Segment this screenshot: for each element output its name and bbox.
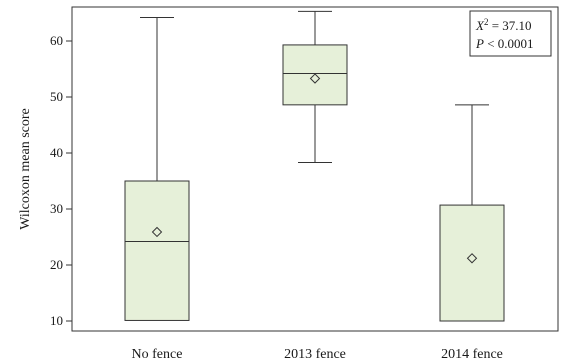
y-tick-label: 30 [50,201,63,216]
statistics-legend-box: X2 = 37.10 P < 0.0001 [469,10,552,57]
chi-square-text: X2 = 37.10 [475,17,532,33]
x-category-label: No fence [132,347,183,362]
y-tick-label: 50 [50,89,63,104]
y-tick-label: 40 [50,145,63,160]
plot-frame [71,6,559,332]
x-axis-labels: No fence 2013 fence 2014 fence [132,347,503,362]
boxes-layer [124,10,505,322]
box-iqr [124,180,190,321]
p-value-text: P < 0.0001 [475,36,534,51]
y-axis-title: Wilcoxon mean score [18,108,33,230]
y-tick-label: 60 [50,33,63,48]
mean-marker [309,73,321,84]
mean-marker [151,226,163,238]
x-category-label: 2013 fence [284,347,346,362]
y-tick-label: 10 [50,313,63,328]
y-tick-label: 20 [50,257,63,272]
mean-marker [466,253,478,264]
y-axis: 10 20 30 40 50 60 [50,33,72,328]
statistics-box-border [469,10,552,57]
box-iqr [282,44,348,106]
x-category-label: 2014 fence [441,347,503,362]
